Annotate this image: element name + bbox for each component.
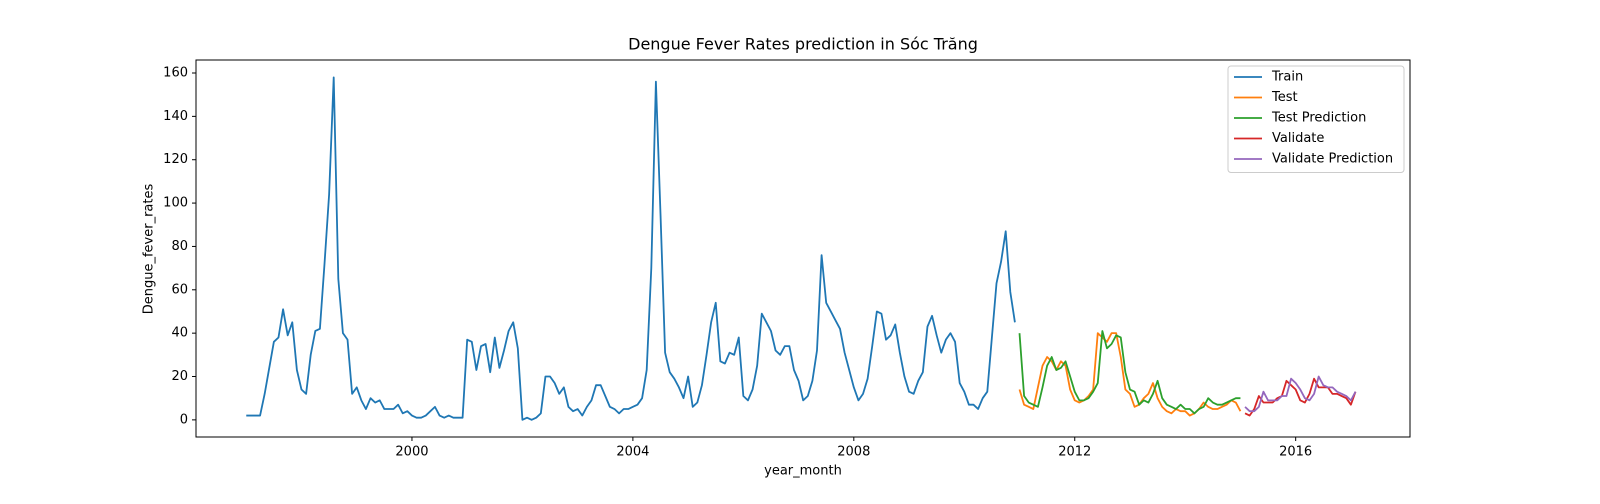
y-tick-label: 0 xyxy=(180,412,188,427)
x-tick-label: 2004 xyxy=(616,445,649,460)
x-tick-label: 2008 xyxy=(837,445,870,460)
y-tick-label: 40 xyxy=(171,326,188,341)
y-axis-label: Dengue_fever_rates xyxy=(142,184,157,315)
x-tick-label: 2000 xyxy=(395,445,428,460)
legend-label: Validate Prediction xyxy=(1272,152,1393,167)
y-tick-label: 100 xyxy=(163,196,188,211)
x-axis-label: year_month xyxy=(764,464,842,479)
y-tick-label: 20 xyxy=(171,369,188,384)
y-tick-label: 120 xyxy=(163,152,188,167)
legend-box xyxy=(1227,65,1405,173)
x-tick-label: 2016 xyxy=(1279,445,1312,460)
y-tick-label: 160 xyxy=(163,66,188,81)
series-line xyxy=(1018,330,1241,415)
axes-frame xyxy=(195,59,1411,438)
chart-title: Dengue Fever Rates prediction in Sóc Tră… xyxy=(628,35,978,54)
legend-label: Test xyxy=(1271,90,1298,105)
y-tick-label: 60 xyxy=(171,282,188,297)
legend-label: Test Prediction xyxy=(1271,111,1366,126)
legend-label: Validate xyxy=(1272,131,1324,146)
series-line xyxy=(1244,377,1357,417)
y-tick-label: 80 xyxy=(171,239,188,254)
x-tick-label: 2012 xyxy=(1058,445,1091,460)
legend-label: Train xyxy=(1271,70,1303,85)
y-tick-label: 140 xyxy=(163,109,188,124)
series-line xyxy=(1244,375,1357,413)
series-line xyxy=(246,76,1016,421)
